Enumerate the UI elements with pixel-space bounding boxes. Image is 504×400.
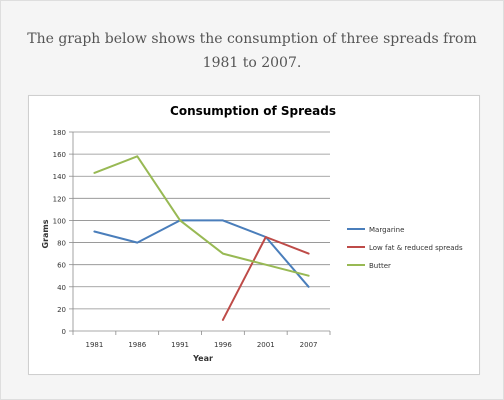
legend: Margarine Low fat & reduced spreads Butter bbox=[347, 226, 463, 270]
x-tick-label: 1986 bbox=[128, 341, 146, 349]
y-tick-label: 20 bbox=[57, 306, 66, 314]
y-tick-label: 0 bbox=[62, 328, 66, 336]
y-tick-label: 180 bbox=[53, 129, 66, 137]
chart-container: Consumption of Spreads 0 20 40 60 80 100 120 14… bbox=[28, 95, 480, 375]
y-tick-label: 120 bbox=[53, 195, 66, 203]
y-tick-label: 80 bbox=[57, 240, 66, 248]
y-axis-label: Grams bbox=[41, 219, 50, 248]
x-tick-label: 1981 bbox=[86, 341, 104, 349]
y-tick-label: 40 bbox=[57, 284, 66, 292]
x-tick-label: 1991 bbox=[171, 341, 189, 349]
y-tick-label: 60 bbox=[57, 262, 66, 270]
series-line-low-fat-reduced-spreads bbox=[221, 236, 310, 321]
y-tick-label: 100 bbox=[53, 217, 66, 225]
chart-title: Consumption of Spreads bbox=[170, 104, 336, 118]
series-line-margarine bbox=[93, 219, 310, 288]
y-tick-label: 160 bbox=[53, 151, 66, 159]
series-lines bbox=[93, 155, 310, 321]
legend-label-margarine: Margarine bbox=[369, 226, 404, 234]
x-tick-label: 2007 bbox=[300, 341, 318, 349]
chart-caption: The graph below shows the consumption of… bbox=[27, 31, 477, 71]
series-line-butter bbox=[93, 155, 310, 277]
y-tick-label: 140 bbox=[53, 173, 66, 181]
x-tick-label: 1996 bbox=[214, 341, 232, 349]
legend-label-low-fat-reduced-spreads: Low fat & reduced spreads bbox=[369, 244, 463, 252]
x-axis-label: Year bbox=[192, 354, 213, 363]
axes: 0 20 40 60 80 100 120 140 160 180 1981 1986 1991 1996… bbox=[53, 129, 331, 349]
legend-label-butter: Butter bbox=[369, 262, 391, 270]
x-tick-label: 2001 bbox=[257, 341, 275, 349]
line-chart: Consumption of Spreads 0 20 40 60 80 100 120 14… bbox=[41, 104, 463, 363]
